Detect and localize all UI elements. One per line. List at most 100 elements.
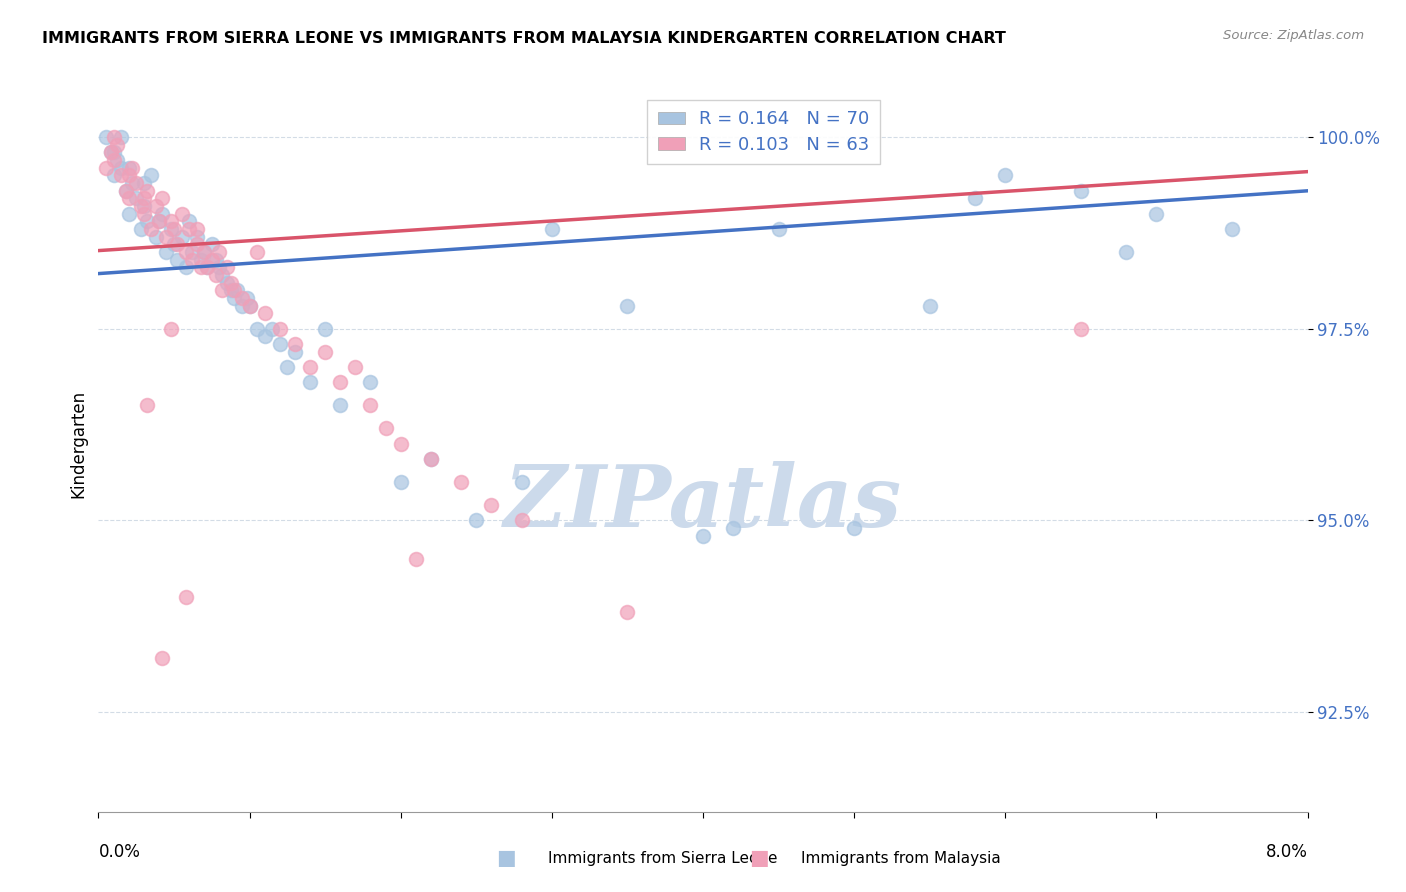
Point	[616, 606, 638, 620]
Point	[374, 421, 396, 435]
Point	[135, 184, 157, 198]
Point	[160, 222, 183, 236]
Point	[344, 360, 367, 375]
Point	[94, 161, 117, 175]
Point	[221, 276, 243, 290]
Point	[844, 521, 866, 535]
Point	[231, 299, 253, 313]
Point	[420, 452, 443, 467]
Point	[118, 207, 141, 221]
Point	[235, 291, 257, 305]
Point	[1220, 222, 1243, 236]
Point	[174, 590, 197, 604]
Point	[314, 322, 336, 336]
Point	[195, 260, 218, 275]
Point	[918, 299, 941, 313]
Point	[195, 260, 218, 275]
Point	[269, 322, 291, 336]
Point	[145, 229, 167, 244]
Point	[284, 344, 307, 359]
Point	[129, 199, 152, 213]
Point	[276, 360, 298, 375]
Point	[389, 475, 412, 489]
Point	[299, 360, 322, 375]
Point	[269, 337, 291, 351]
Point	[125, 176, 148, 190]
Point	[692, 529, 714, 543]
Point	[965, 191, 987, 205]
Point	[299, 376, 322, 390]
Point	[103, 130, 125, 145]
Point	[110, 161, 132, 175]
Point	[208, 260, 231, 275]
Point	[145, 199, 167, 213]
Point	[389, 436, 412, 450]
Text: Immigrants from Sierra Leone: Immigrants from Sierra Leone	[548, 851, 778, 865]
Point	[1070, 322, 1092, 336]
Point	[246, 322, 269, 336]
Point	[103, 145, 125, 160]
Point	[186, 237, 208, 252]
Point	[160, 214, 183, 228]
Text: 8.0%: 8.0%	[1265, 843, 1308, 861]
Point	[105, 137, 128, 152]
Point	[179, 214, 201, 228]
Point	[253, 329, 276, 343]
Point	[181, 252, 204, 267]
Y-axis label: Kindergarten: Kindergarten	[69, 390, 87, 498]
Point	[616, 299, 638, 313]
Point	[105, 153, 128, 168]
Point	[221, 284, 243, 298]
Point	[208, 245, 231, 260]
Point	[141, 222, 163, 236]
Point	[211, 284, 233, 298]
Legend: R = 0.164   N = 70, R = 0.103   N = 63: R = 0.164 N = 70, R = 0.103 N = 63	[647, 100, 880, 164]
Text: IMMIGRANTS FROM SIERRA LEONE VS IMMIGRANTS FROM MALAYSIA KINDERGARTEN CORRELATIO: IMMIGRANTS FROM SIERRA LEONE VS IMMIGRAN…	[42, 31, 1007, 46]
Point	[314, 344, 336, 359]
Point	[155, 229, 177, 244]
Point	[239, 299, 262, 313]
Point	[540, 222, 562, 236]
Point	[246, 245, 269, 260]
Point	[1070, 184, 1092, 198]
Point	[114, 184, 136, 198]
Point	[215, 276, 238, 290]
Point	[121, 161, 143, 175]
Point	[201, 237, 224, 252]
Point	[118, 169, 141, 183]
Point	[174, 260, 197, 275]
Point	[329, 376, 352, 390]
Text: Immigrants from Malaysia: Immigrants from Malaysia	[801, 851, 1001, 865]
Point	[103, 169, 125, 183]
Text: 0.0%: 0.0%	[98, 843, 141, 861]
Point	[150, 651, 173, 665]
Point	[118, 191, 141, 205]
Point	[224, 284, 246, 298]
Point	[132, 176, 155, 190]
Point	[360, 376, 382, 390]
Point	[193, 245, 215, 260]
Point	[148, 214, 170, 228]
Point	[110, 130, 132, 145]
Point	[150, 191, 173, 205]
Point	[481, 498, 503, 512]
Text: ZIPatlas: ZIPatlas	[503, 461, 903, 544]
Point	[135, 399, 157, 413]
Point	[253, 306, 276, 320]
Point	[135, 214, 157, 228]
Point	[510, 475, 533, 489]
Point	[174, 245, 197, 260]
Point	[103, 153, 125, 168]
Point	[284, 337, 307, 351]
Point	[155, 245, 177, 260]
Point	[148, 214, 170, 228]
Point	[170, 207, 193, 221]
Point	[160, 322, 183, 336]
Point	[118, 161, 141, 175]
Point	[205, 252, 228, 267]
Point	[190, 252, 212, 267]
Point	[129, 222, 152, 236]
Point	[179, 222, 201, 236]
Text: ■: ■	[749, 848, 769, 868]
Point	[262, 322, 284, 336]
